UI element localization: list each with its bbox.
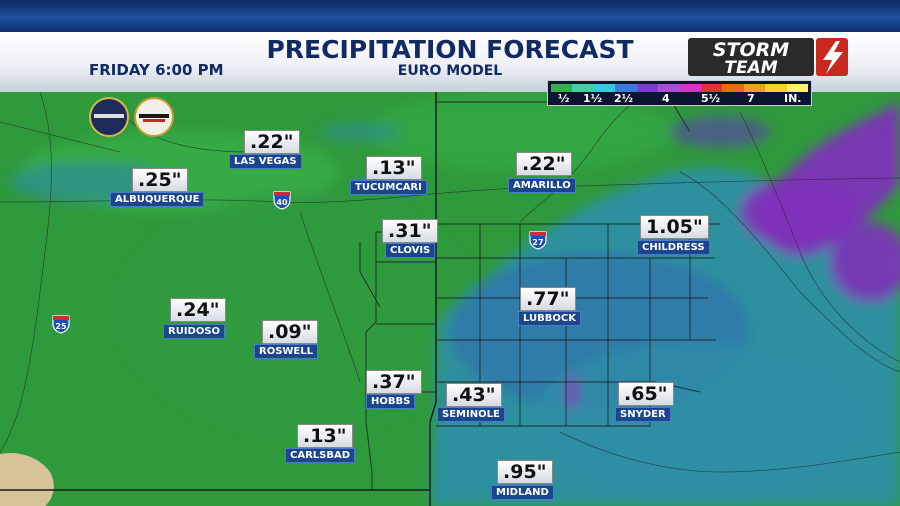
map-canvas (0, 92, 900, 506)
legend-swatch (658, 84, 680, 92)
amount-seminole: .43" (446, 383, 502, 407)
police-logo (89, 97, 129, 137)
page-subtitle: EURO MODEL (397, 63, 503, 79)
legend-swatch (700, 84, 723, 92)
amount-hobbs: .37" (366, 370, 422, 394)
interstate-25-shield: 25 (52, 315, 70, 334)
legend-label: 1½ (583, 92, 603, 105)
city-albuquerque: ALBUQUERQUE (110, 192, 205, 207)
legend-swatch (786, 84, 809, 92)
city-tucumcari: TUCUMCARI (350, 180, 427, 195)
legend-swatch (551, 84, 573, 92)
city-ruidoso: RUIDOSO (163, 324, 226, 339)
shield-number: 27 (532, 238, 543, 247)
amount-carlsbad: .13" (297, 424, 353, 448)
legend-swatch (765, 84, 787, 92)
amount-las-vegas: .22" (244, 130, 300, 154)
amount-childress: 1.05" (640, 215, 709, 239)
legend-label: 5½ (701, 92, 721, 105)
brand-line1: STORM (713, 39, 789, 61)
legend-label: 2½ (614, 92, 634, 105)
legend-swatch (636, 84, 659, 92)
legend-label: IN. (784, 92, 802, 105)
city-midland: MIDLAND (491, 485, 554, 500)
legend-swatch (679, 84, 701, 92)
city-roswell: ROSWELL (254, 344, 319, 359)
legend-swatch (722, 84, 744, 92)
legend-swatch (572, 84, 594, 92)
amount-tucumcari: .13" (366, 156, 422, 180)
shield-number: 25 (55, 322, 67, 331)
legend-label: 4 (662, 92, 670, 105)
state-borders (0, 92, 437, 506)
city-snyder: SNYDER (615, 407, 671, 422)
city-carlsbad: CARLSBAD (285, 448, 356, 463)
precip-legend: ½ 1½ 2½ 4 5½ 7 IN. (547, 80, 812, 106)
legend-swatch (743, 84, 766, 92)
interstate-27-shield: 27 (529, 231, 547, 250)
lightning-icon (823, 41, 843, 74)
amount-amarillo: .22" (516, 152, 572, 176)
amount-snyder: .65" (618, 382, 674, 406)
city-las-vegas: LAS VEGAS (229, 154, 302, 169)
city-lubbock: LUBBOCK (518, 311, 581, 326)
city-hobbs: HOBBS (366, 394, 416, 409)
legend-label: 7 (747, 92, 755, 105)
fire-dept-logo (134, 97, 174, 137)
top-band (0, 0, 900, 32)
storm-team-logo: STORM TEAM (688, 38, 848, 78)
terrain-patch (0, 452, 54, 506)
legend-colorbar (551, 84, 809, 92)
amount-lubbock: .77" (520, 287, 576, 311)
forecast-time: FRIDAY 6:00 PM (89, 61, 224, 79)
precip-map: 40 27 25 .22" LAS VEGAS .25" ALBUQUERQUE… (0, 92, 900, 506)
legend-swatch (593, 84, 616, 92)
city-amarillo: AMARILLO (508, 178, 576, 193)
amount-clovis: .31" (382, 219, 438, 243)
legend-swatch (615, 84, 637, 92)
interstate-40-shield: 40 (273, 191, 291, 210)
city-seminole: SEMINOLE (437, 407, 505, 422)
amount-roswell: .09" (262, 320, 318, 344)
shield-number: 40 (276, 198, 288, 207)
brand-line2: TEAM (724, 58, 777, 78)
legend-label: ½ (558, 92, 570, 105)
amount-ruidoso: .24" (170, 298, 226, 322)
city-childress: CHILDRESS (637, 240, 710, 255)
amount-albuquerque: .25" (132, 168, 188, 192)
page-title: PRECIPITATION FORECAST (266, 35, 634, 64)
amount-midland: .95" (497, 460, 553, 484)
city-clovis: CLOVIS (385, 243, 436, 258)
